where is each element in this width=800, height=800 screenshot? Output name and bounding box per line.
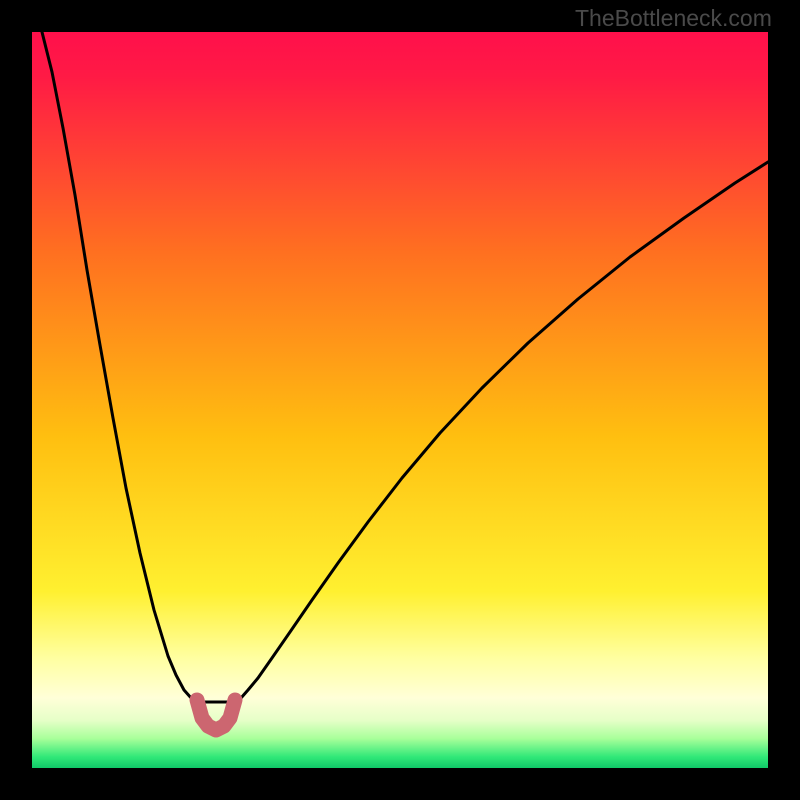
watermark-text: TheBottleneck.com [575, 5, 772, 32]
chart-frame [0, 0, 800, 800]
